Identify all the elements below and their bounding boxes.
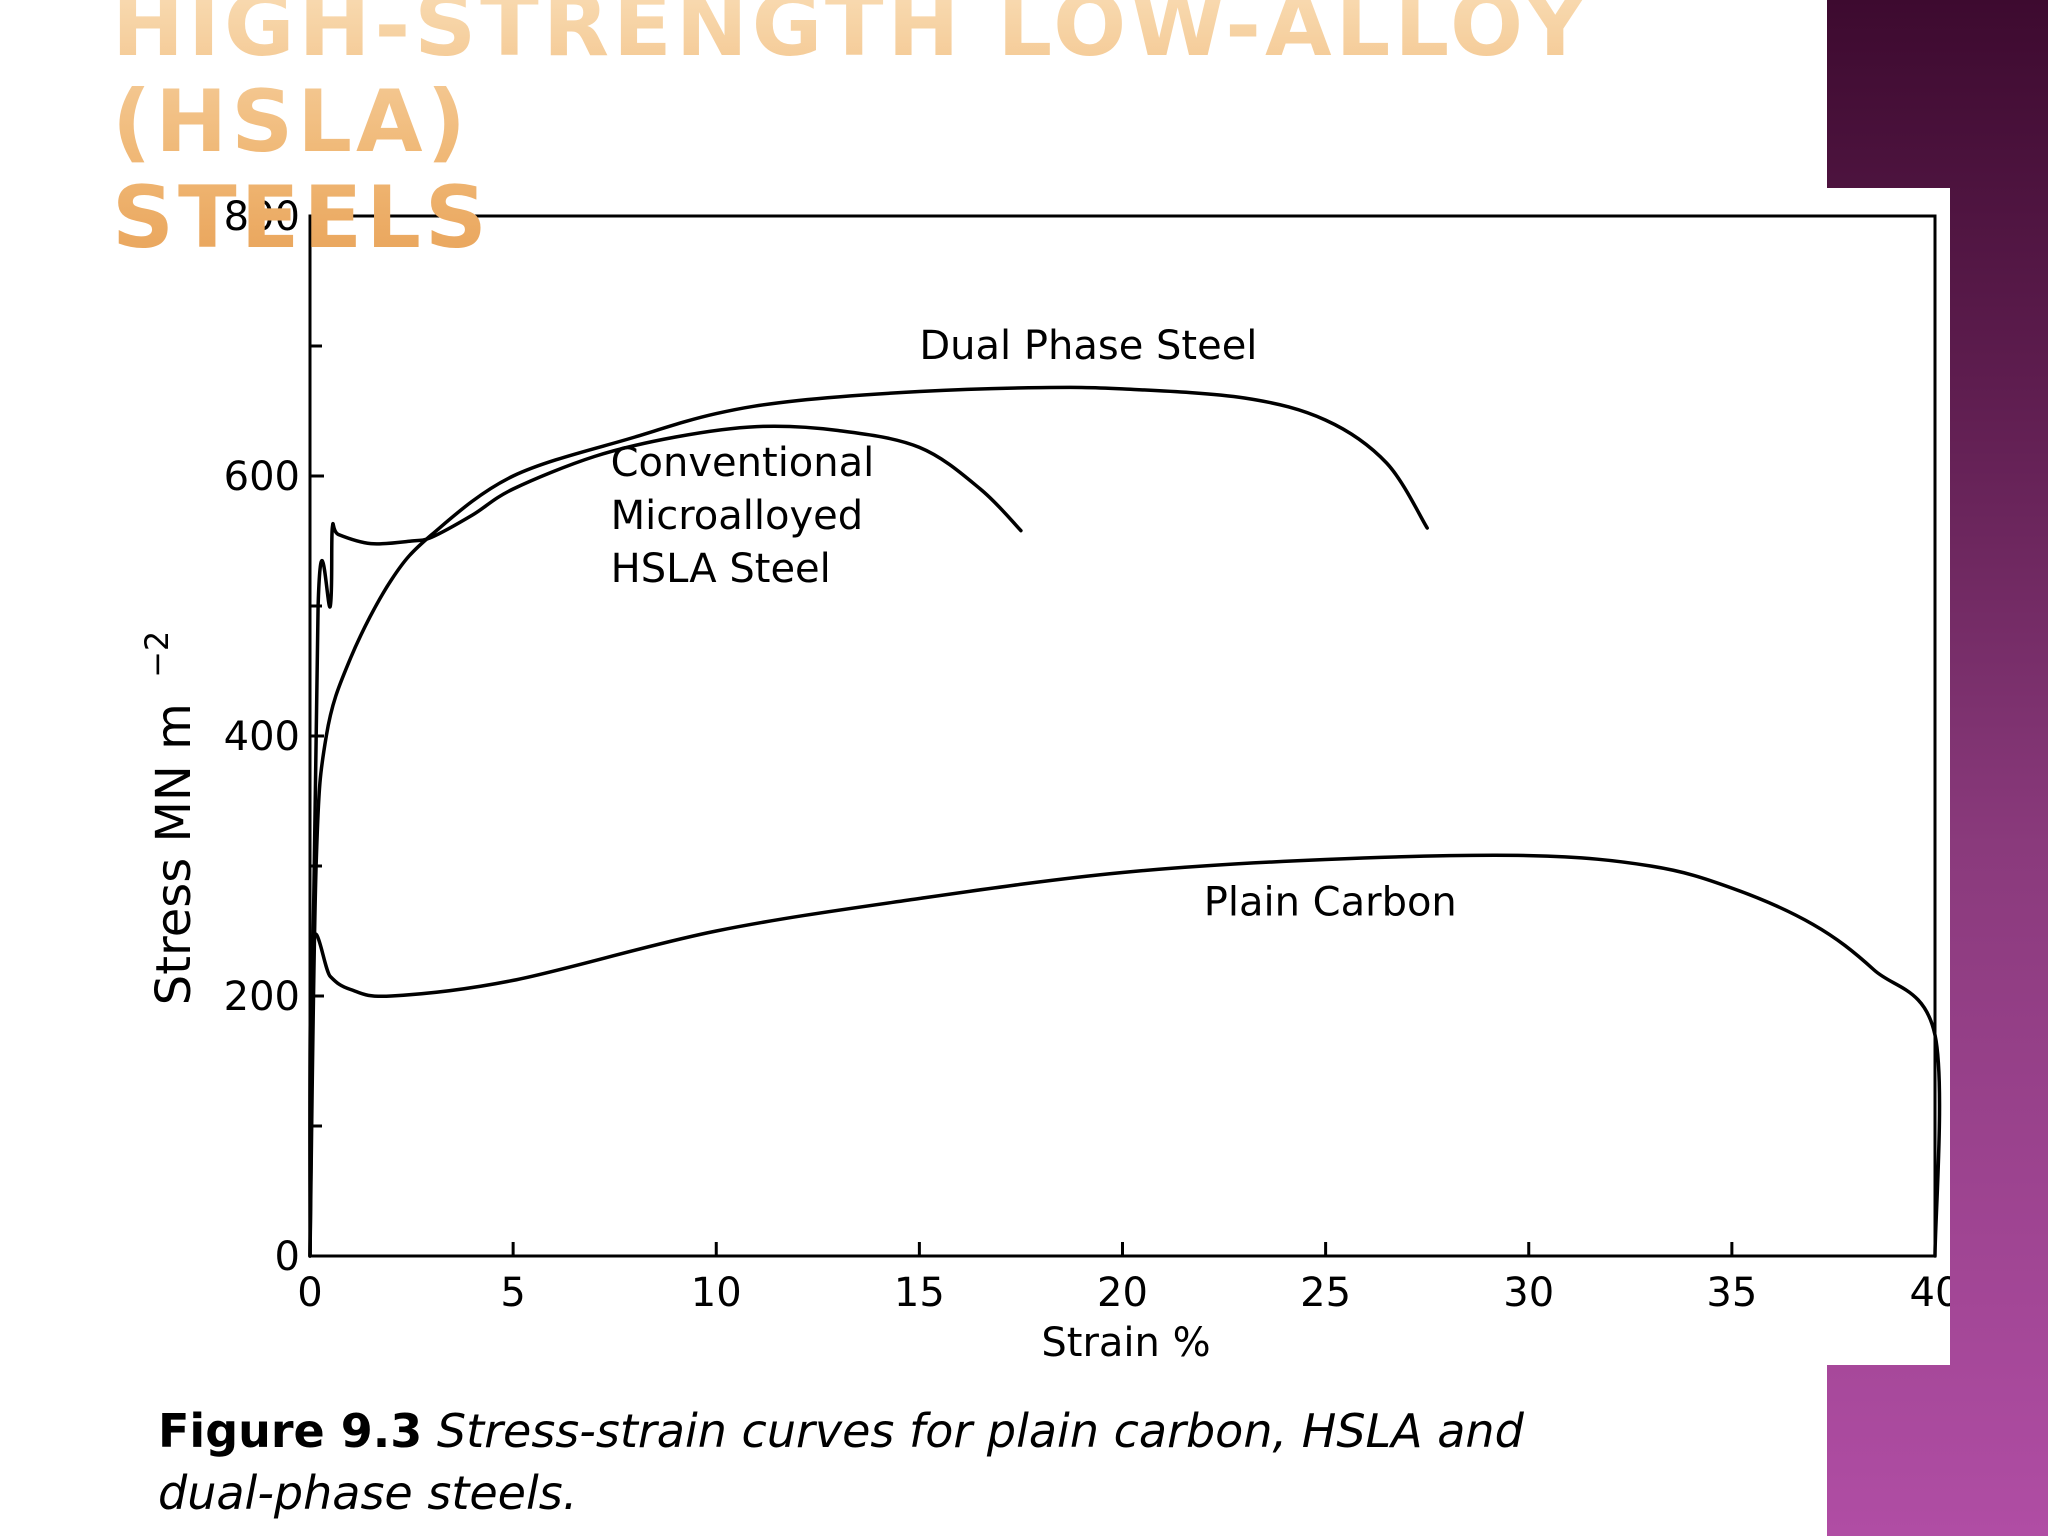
slide-title-line-2: Steels xyxy=(112,168,491,268)
series-label-conventional-microalloyed-hsla-steel-line-2: Microalloyed xyxy=(611,493,864,539)
x-tick-label-5: 5 xyxy=(500,1270,525,1316)
y-tick-label-800: 800 xyxy=(224,194,300,240)
slide-title: High-Strength Low-Alloy (HSLA) Steels xyxy=(112,0,1812,266)
chart-panel: 05101520253035400200400600800 Dual Phase… xyxy=(0,188,1950,1365)
series-label-dual-phase-steel-line-1: Dual Phase Steel xyxy=(919,323,1257,369)
figure-caption-text: Stress-strain curves for plain carbon, H… xyxy=(158,1404,1524,1520)
slide-title-line-1: High-Strength Low-Alloy (HSLA) xyxy=(112,0,1591,172)
plot-frame xyxy=(308,214,1937,1258)
x-tick-label-35: 35 xyxy=(1706,1270,1757,1316)
figure-caption: Figure 9.3 Stress-strain curves for plai… xyxy=(158,1400,1558,1524)
figure-number: Figure 9.3 xyxy=(158,1404,423,1458)
y-axis-label: Stress MN m −2 xyxy=(138,631,202,1006)
series-label-conventional-microalloyed-hsla-steel-line-3: HSLA Steel xyxy=(611,546,831,592)
series-layer xyxy=(308,385,1942,1258)
y-tick-label-200: 200 xyxy=(224,974,300,1020)
series-label-layer: Dual Phase Steel Conventional Microalloyed… xyxy=(611,323,1457,925)
y-axis-label-text: Stress MN m xyxy=(146,703,202,1005)
series-line-plain-carbon xyxy=(308,853,1942,1258)
series-line-conventional-microalloyed-hsla-steel xyxy=(308,424,1023,1258)
series-line-dual-phase-steel xyxy=(308,385,1429,1258)
x-tick-label-0: 0 xyxy=(297,1270,322,1316)
y-axis-label-exponent: −2 xyxy=(138,631,176,678)
series-label-conventional-microalloyed-hsla-steel-line-1: Conventional xyxy=(611,440,875,486)
y-tick-label-400: 400 xyxy=(224,714,300,760)
axis-layer: 05101520253035400200400600800 xyxy=(224,194,1950,1316)
x-tick-label-30: 30 xyxy=(1503,1270,1554,1316)
x-tick-label-40: 40 xyxy=(1910,1270,1950,1316)
x-tick-label-10: 10 xyxy=(691,1270,742,1316)
x-tick-label-15: 15 xyxy=(894,1270,945,1316)
x-tick-label-25: 25 xyxy=(1300,1270,1351,1316)
stress-strain-chart: 05101520253035400200400600800 Dual Phase… xyxy=(138,194,1950,1365)
series-label-plain-carbon-line-1: Plain Carbon xyxy=(1204,879,1457,925)
x-tick-label-20: 20 xyxy=(1097,1270,1148,1316)
y-tick-label-0: 0 xyxy=(275,1234,300,1280)
x-axis-label: Strain % xyxy=(1041,1320,1210,1365)
y-tick-label-600: 600 xyxy=(224,454,300,500)
